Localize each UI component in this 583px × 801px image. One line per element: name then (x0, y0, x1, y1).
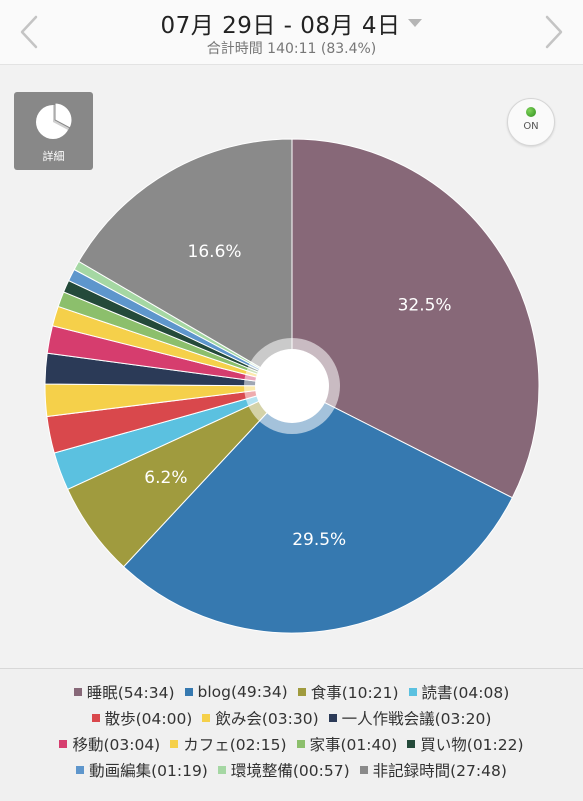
legend-item: 家事(01:40) (296, 733, 398, 755)
legend-swatch (59, 739, 68, 748)
legend-item: 読書(04:08) (408, 681, 510, 703)
legend-label: 動画編集(01:19) (89, 761, 208, 780)
legend-swatch (217, 765, 226, 774)
legend-label: 一人作戦会議(03:20) (341, 709, 492, 728)
legend-label: 移動(03:04) (72, 735, 161, 754)
legend-swatch (328, 713, 337, 722)
detail-button-label: 詳細 (42, 150, 65, 163)
slice-percent-label: 16.6% (188, 242, 242, 262)
legend-label: blog(49:34) (197, 682, 288, 701)
legend-swatch (297, 687, 306, 696)
legend-swatch (202, 713, 211, 722)
legend-item: 一人作戦会議(03:20) (328, 707, 492, 729)
status-indicator-dot-icon (526, 107, 536, 117)
previous-week-chevron-left-icon[interactable] (14, 14, 44, 50)
legend-label: 食事(10:21) (310, 683, 399, 702)
legend-item: 環境整備(00:57) (217, 759, 350, 781)
legend-item: 動画編集(01:19) (76, 759, 208, 781)
legend-row: 移動(03:04) カフェ(02:15) 家事(01:40) 買い物(01:22) (0, 731, 583, 756)
total-time-text: 合計時間 140:11 (83.4%) (206, 41, 377, 57)
legend-item: 買い物(01:22) (407, 733, 524, 755)
legend-item: 飲み会(03:30) (202, 707, 319, 729)
period-title[interactable]: 07月 29日 - 08月 4日 (160, 13, 401, 39)
legend-swatch (170, 739, 179, 748)
legend-swatch (76, 765, 85, 774)
pie-chart-icon (36, 102, 73, 139)
legend-swatch (408, 687, 417, 696)
pie-slice-1[interactable] (122, 385, 513, 634)
legend-swatch (91, 713, 100, 722)
on-toggle-label: ON (523, 121, 539, 132)
legend-swatch (359, 765, 368, 774)
legend-label: 散歩(04:00) (104, 709, 193, 728)
legend-row: 動画編集(01:19) 環境整備(00:57) 非記録時間(27:48) (0, 757, 583, 782)
legend-swatch (73, 687, 82, 696)
legend-swatch (184, 687, 193, 696)
legend-item: 食事(10:21) (297, 681, 399, 703)
slice-percent-label: 32.5% (398, 296, 452, 316)
period-dropdown-caret-icon[interactable] (408, 19, 423, 27)
slice-percent-label: 6.2% (144, 468, 187, 488)
pie-chart: 32.5% 29.5% 6.2% 16.6% (44, 138, 540, 634)
period-title-wrap: 07月 29日 - 08月 4日 (0, 6, 583, 40)
legend-item: 散歩(04:00) (91, 707, 193, 729)
slice-percent-label: 29.5% (292, 530, 346, 550)
legend-label: 睡眠(54:34) (86, 683, 175, 702)
legend-item: 睡眠(54:34) (73, 681, 175, 703)
legend-label: 家事(01:40) (309, 735, 398, 754)
legend-row: 睡眠(54:34) blog(49:34) 食事(10:21) 読書(04:08) (0, 679, 583, 704)
donut-hole (255, 349, 329, 423)
pie-slice-0[interactable] (291, 138, 540, 499)
legend-label: 買い物(01:22) (420, 735, 524, 754)
legend-item: カフェ(02:15) (170, 733, 287, 755)
legend-label: 環境整備(00:57) (230, 761, 350, 780)
legend-label: 飲み会(03:30) (215, 709, 319, 728)
legend-swatch (296, 739, 305, 748)
on-toggle-button[interactable]: ON (507, 98, 555, 146)
legend-swatch (407, 739, 416, 748)
detail-button[interactable]: 詳細 (14, 92, 93, 170)
legend-row: 散歩(04:00) 飲み会(03:30) 一人作戦会議(03:20) (0, 705, 583, 730)
legend: 睡眠(54:34) blog(49:34) 食事(10:21) 読書(04:08) 散歩… (0, 668, 583, 801)
pie-slice-13[interactable] (78, 138, 293, 387)
legend-item: 移動(03:04) (59, 733, 160, 755)
legend-item: 非記録時間(27:48) (359, 759, 507, 781)
next-week-chevron-right-icon[interactable] (539, 14, 569, 50)
header-bar: 07月 29日 - 08月 4日 合計時間 140:11 (83.4%) (0, 0, 583, 65)
legend-label: 非記録時間(27:48) (372, 761, 507, 780)
legend-label: 読書(04:08) (421, 683, 510, 702)
legend-label: カフェ(02:15) (183, 735, 287, 754)
legend-item: blog(49:34) (184, 682, 288, 701)
